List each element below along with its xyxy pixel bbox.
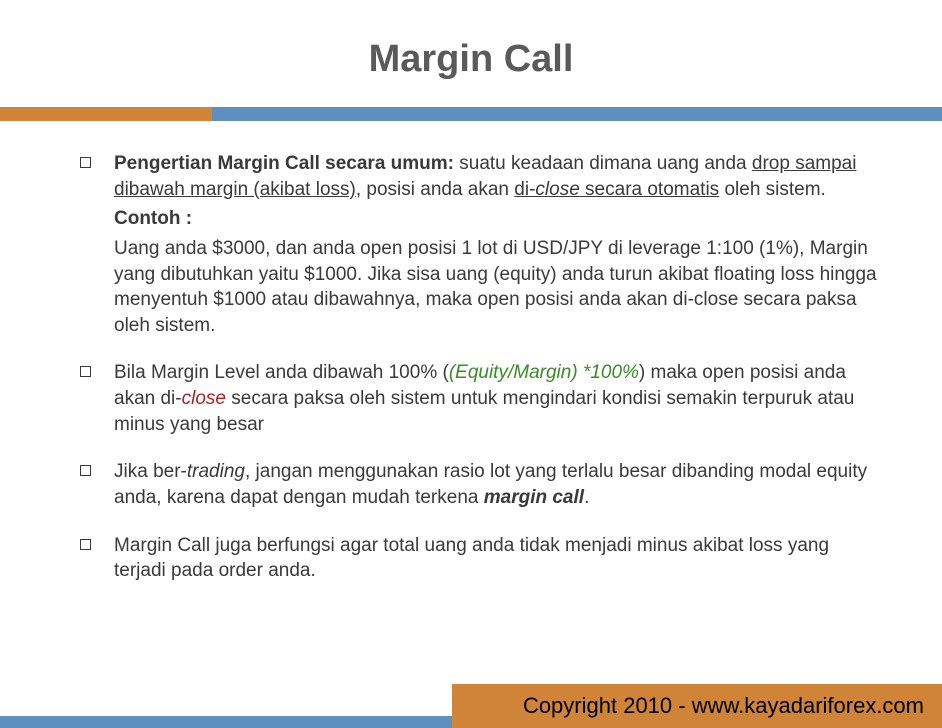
- list-item-extra: Contoh :: [114, 206, 880, 232]
- list-item-text: Jika ber-trading, jangan menggunakan ras…: [114, 459, 880, 510]
- list-item-text: Margin Call juga berfungsi agar total ua…: [114, 533, 880, 584]
- list-item: Margin Call juga berfungsi agar total ua…: [80, 533, 880, 584]
- list-item-extra: Uang anda $3000, dan anda open posisi 1 …: [114, 236, 880, 339]
- text-segment: secara paksa oleh sistem untuk mengindar…: [114, 388, 854, 435]
- text-segment: trading: [187, 461, 245, 482]
- text-segment: Jika ber-: [114, 461, 187, 482]
- bullet-square-icon: [80, 366, 91, 377]
- text-segment: Contoh :: [114, 208, 192, 229]
- text-segment: .: [584, 487, 589, 508]
- bullet-square-icon: [80, 465, 91, 476]
- footer-text: Copyright 2010 - www.kayadariforex.com: [452, 684, 942, 728]
- page-title: Margin Call: [0, 0, 942, 107]
- list-item-text: Pengertian Margin Call secara umum: suat…: [114, 151, 880, 202]
- list-item: Bila Margin Level anda dibawah 100% ((Eq…: [80, 360, 880, 437]
- footer: Copyright 2010 - www.kayadariforex.com: [0, 684, 942, 728]
- bullet-square-icon: [80, 157, 91, 168]
- list-item: Pengertian Margin Call secara umum: suat…: [80, 151, 880, 338]
- text-segment: di-: [514, 179, 535, 200]
- text-segment: oleh sistem.: [719, 179, 826, 200]
- text-segment: Bila Margin Level anda dibawah 100% (: [114, 362, 449, 383]
- text-segment: , posisi anda akan: [356, 179, 514, 200]
- divider-rule: [0, 107, 942, 121]
- list-item: Jika ber-trading, jangan menggunakan ras…: [80, 459, 880, 510]
- text-segment: Margin Call juga berfungsi agar total ua…: [114, 535, 829, 582]
- list-item-text: Bila Margin Level anda dibawah 100% ((Eq…: [114, 360, 880, 437]
- text-segment: margin call: [484, 487, 584, 508]
- rule-rest: [212, 107, 942, 121]
- text-segment: secara otomatis: [580, 179, 719, 200]
- bullet-square-icon: [80, 539, 91, 550]
- text-segment: suatu keadaan dimana uang anda: [459, 153, 752, 174]
- content-area: Pengertian Margin Call secara umum: suat…: [0, 121, 942, 584]
- text-segment: close: [535, 179, 579, 200]
- rule-accent: [0, 107, 212, 121]
- text-segment: Pengertian Margin Call secara umum:: [114, 153, 459, 174]
- text-segment: Uang anda $3000, dan anda open posisi 1 …: [114, 238, 877, 336]
- text-segment: (Equity/Margin) *100%: [449, 362, 639, 383]
- text-segment: close: [182, 388, 226, 409]
- footer-bar: [0, 716, 452, 728]
